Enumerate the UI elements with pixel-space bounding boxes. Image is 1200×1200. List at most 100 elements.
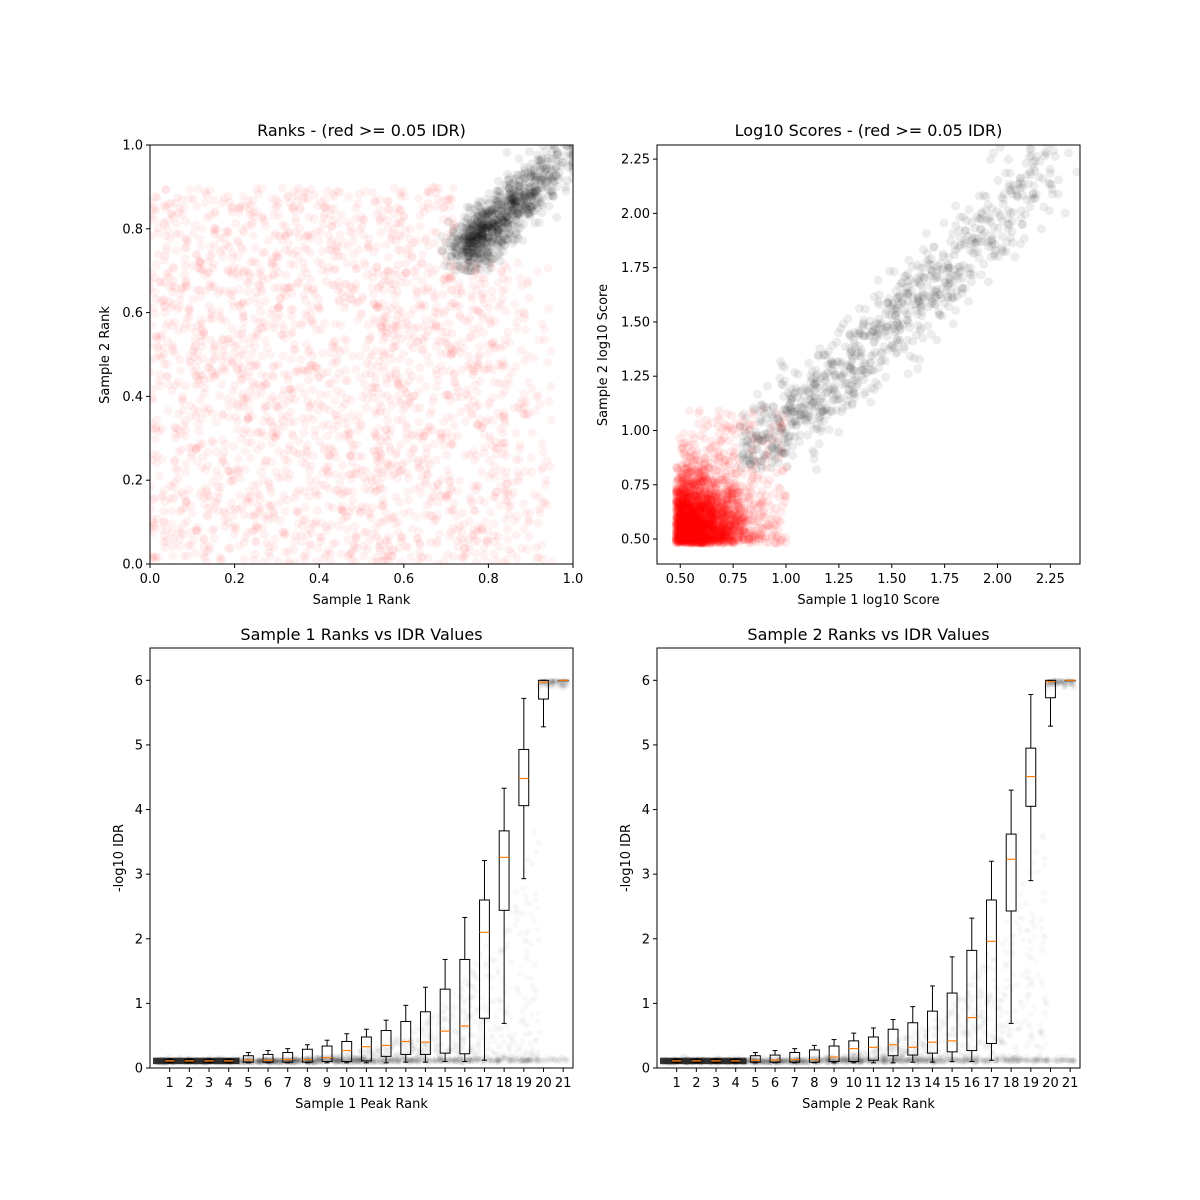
data-point-red <box>315 389 325 399</box>
data-point-red <box>357 310 367 320</box>
y-tick-label: 0.6 <box>122 306 143 321</box>
data-point-red <box>299 515 309 525</box>
data-point-red <box>456 534 466 544</box>
data-point-red <box>421 285 431 295</box>
data-point-red <box>304 347 314 357</box>
data-point-red <box>414 527 424 537</box>
data-point-red <box>350 556 360 564</box>
data-point-red <box>729 448 739 458</box>
data-point-red <box>395 188 405 198</box>
data-point-red <box>207 526 217 536</box>
data-point-red <box>414 432 424 442</box>
data-point-red <box>522 544 532 554</box>
data-point-red <box>390 290 400 300</box>
data-point-red <box>453 486 463 496</box>
data-point-red <box>487 468 497 478</box>
data-point-red <box>338 514 348 524</box>
data-point-red <box>241 494 251 504</box>
data-point-black <box>484 217 494 227</box>
data-point-black <box>548 191 558 201</box>
data-point-red <box>283 375 293 385</box>
data-point-red <box>375 479 385 489</box>
data-point-red <box>339 238 349 248</box>
data-point-black <box>488 237 498 247</box>
data-point-red <box>252 325 262 335</box>
data-point-red <box>418 249 428 259</box>
data-point-red <box>500 284 510 294</box>
data-point-red <box>517 543 527 553</box>
data-point-black <box>502 197 512 207</box>
data-point-red <box>467 531 477 541</box>
data-point-red <box>328 216 338 226</box>
data-point-red <box>224 227 234 237</box>
data-point-red <box>515 444 525 454</box>
data-point-red <box>181 234 191 244</box>
data-point-red <box>356 212 366 222</box>
data-point-red <box>295 224 305 234</box>
data-point-red <box>277 329 287 339</box>
data-point-red <box>359 257 369 267</box>
data-point-red <box>161 241 171 251</box>
data-point-red <box>196 331 206 341</box>
data-point-black <box>526 182 536 192</box>
data-point-red <box>188 228 198 238</box>
data-point-red <box>317 246 327 256</box>
point-layer <box>150 145 573 564</box>
y-tick-label: 0.8 <box>122 222 143 237</box>
data-point-red <box>191 525 201 535</box>
data-point-red <box>352 264 362 274</box>
data-point-red <box>203 447 213 457</box>
data-point-red <box>313 406 323 416</box>
data-point-red <box>449 377 459 387</box>
data-point-red <box>160 277 170 287</box>
data-point-red <box>238 368 248 378</box>
data-point-red <box>171 228 181 238</box>
data-point-red <box>467 294 477 304</box>
data-point-red <box>375 453 385 463</box>
data-point-red <box>352 439 362 449</box>
data-point-red <box>289 186 299 196</box>
data-point-red <box>180 319 190 329</box>
data-point-black <box>475 249 485 259</box>
data-point-red <box>200 403 210 413</box>
data-point-red <box>423 421 433 431</box>
data-point-red <box>284 228 294 238</box>
data-point-red <box>540 324 550 334</box>
data-point-red <box>251 537 261 547</box>
data-point-red <box>212 371 222 381</box>
data-point-red <box>261 372 271 382</box>
data-point-red <box>285 470 295 480</box>
data-point-red <box>376 389 386 399</box>
data-point-red <box>246 437 256 447</box>
data-point-red <box>463 317 473 327</box>
data-point-red <box>409 443 419 453</box>
data-point-red <box>408 391 418 401</box>
data-point-red <box>263 500 273 510</box>
data-point-red <box>170 317 180 327</box>
data-point-red <box>426 422 436 432</box>
data-point-red <box>534 504 544 514</box>
data-point-red <box>179 202 189 212</box>
data-point-red <box>210 533 220 543</box>
data-point-red <box>157 490 167 500</box>
data-point-red <box>284 456 294 466</box>
data-point-red <box>205 185 215 195</box>
data-point-red <box>310 289 320 299</box>
data-point-red <box>255 495 265 505</box>
data-point-red <box>215 311 225 321</box>
data-point-red <box>405 340 415 350</box>
data-point-red <box>438 289 448 299</box>
data-point-red <box>481 535 491 545</box>
data-point-red <box>172 304 182 314</box>
data-point-red <box>159 349 169 359</box>
data-point-black <box>502 147 512 157</box>
data-point-red <box>489 531 499 541</box>
data-point-red <box>465 516 475 526</box>
data-point-red <box>255 490 265 500</box>
data-point-red <box>202 557 212 564</box>
data-point-red <box>213 506 223 516</box>
data-point-red <box>361 342 371 352</box>
data-point-red <box>512 553 522 563</box>
data-point-red <box>159 506 169 516</box>
data-point-red <box>422 469 432 479</box>
